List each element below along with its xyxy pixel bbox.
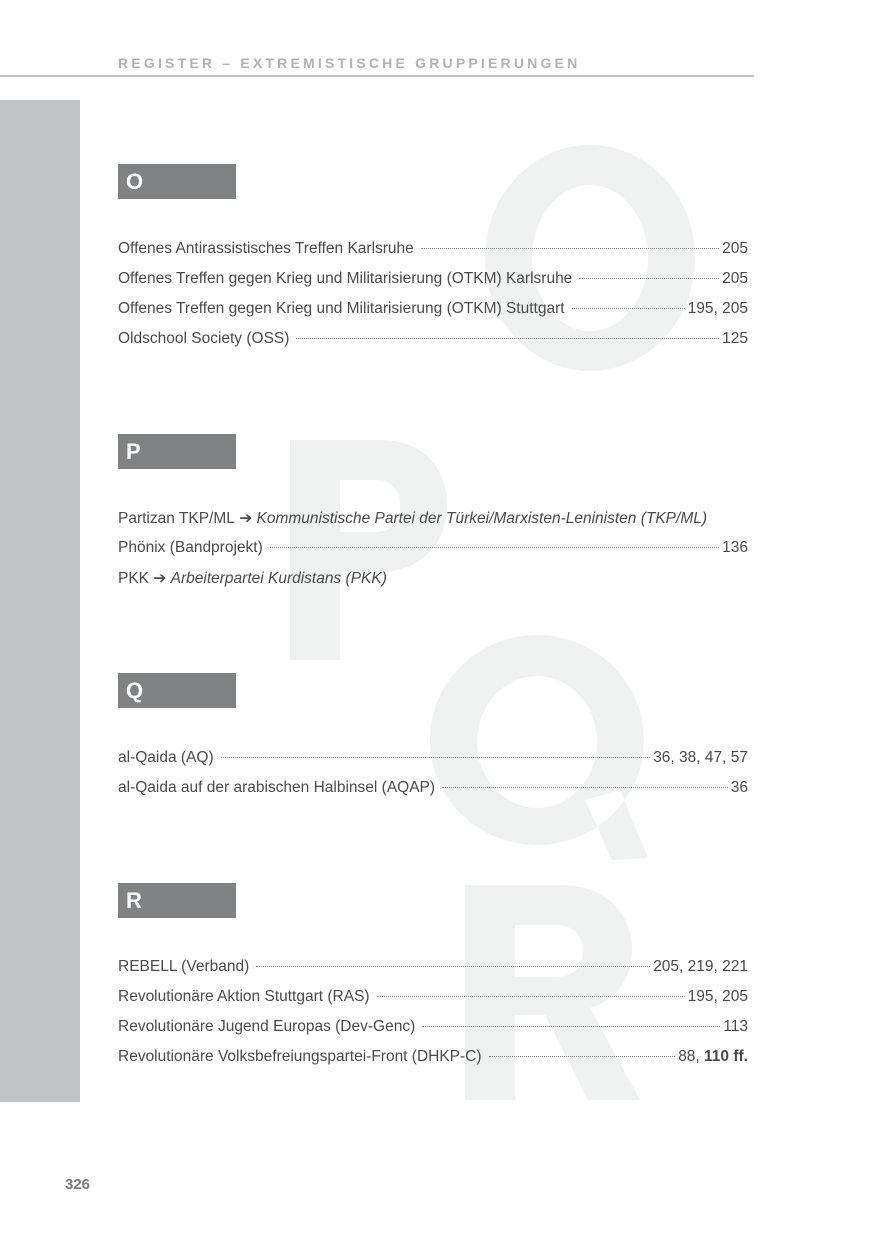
header-rule <box>0 75 754 77</box>
entry-name: Revolutionäre Jugend Europas (Dev-Genc) <box>118 1018 416 1035</box>
index-entry: al-Qaida (AQ) 36, 38, 47, 57 <box>118 749 748 779</box>
dot-leader <box>579 278 720 279</box>
index-entry: Revolutionäre Aktion Stuttgart (RAS) 195,… <box>118 988 748 1018</box>
entry-name: Offenes Antirassistisches Treffen Karlsr… <box>118 240 414 257</box>
dot-leader <box>442 787 728 788</box>
entry-pages: 195, 205 <box>687 988 748 1005</box>
section-heading-q: Q <box>118 673 236 708</box>
entry-name: Phönix (Bandprojekt) <box>118 539 263 556</box>
index-entry: Revolutionäre Jugend Europas (Dev-Genc) 1… <box>118 1018 748 1048</box>
entry-pages-main: 110 ff. <box>704 1048 748 1065</box>
dot-leader <box>420 248 720 249</box>
dot-leader <box>422 1026 721 1027</box>
entry-name: Revolutionäre Volksbefreiungspartei-Fron… <box>118 1048 482 1065</box>
entry-name: al-Qaida auf der arabischen Halbinsel (A… <box>118 779 436 796</box>
index-entry: REBELL (Verband) 205, 219, 221 <box>118 958 748 988</box>
watermark-letter-q <box>429 635 648 860</box>
section-heading-o: O <box>118 164 236 199</box>
index-list-q: al-Qaida (AQ) 36, 38, 47, 57 al-Qaida auf… <box>118 749 748 809</box>
watermark-letter-p <box>290 440 447 660</box>
dot-leader <box>376 996 685 997</box>
section-heading-r: R <box>118 883 236 918</box>
entry-pages: 205, 219, 221 <box>653 958 748 975</box>
dot-leader <box>296 338 720 339</box>
entry-name: REBELL (Verband) <box>118 958 250 975</box>
index-entry: PKK ➔ Arbeiterpartei Kurdistans (PKK) <box>118 569 748 599</box>
index-list-o: Offenes Antirassistisches Treffen Karlsr… <box>118 240 748 360</box>
watermark-letter-r <box>465 885 640 1100</box>
entry-name: Revolutionäre Aktion Stuttgart (RAS) <box>118 988 370 1005</box>
entry-pages: 113 <box>723 1018 748 1035</box>
entry-name: Partizan TKP/ML <box>118 510 235 527</box>
cross-reference: Arbeiterpartei Kurdistans (PKK) <box>170 570 387 587</box>
index-list-p: Partizan TKP/ML ➔ Kommunistische Partei … <box>118 509 748 599</box>
index-entry: Oldschool Society (OSS) 125 <box>118 330 748 360</box>
entry-pages: 136 <box>722 539 748 556</box>
dot-leader <box>269 547 720 548</box>
side-bar <box>0 100 80 1102</box>
entry-pages: 88, <box>678 1048 705 1065</box>
arrow-right-icon: ➔ <box>153 570 167 587</box>
page-number: 326 <box>65 1176 91 1193</box>
index-entry: Phönix (Bandprojekt) 136 <box>118 539 748 569</box>
dot-leader <box>256 966 651 967</box>
entry-name: Offenes Treffen gegen Krieg und Militari… <box>118 270 573 287</box>
entry-pages: 36 <box>730 779 748 796</box>
entry-pages: 36, 38, 47, 57 <box>653 749 748 766</box>
index-list-r: REBELL (Verband) 205, 219, 221 Revolution… <box>118 958 748 1078</box>
running-header: REGISTER – EXTREMISTISCHE GRUPPIERUNGEN <box>118 55 581 71</box>
entry-name: PKK <box>118 570 150 587</box>
entry-pages: 125 <box>722 330 748 347</box>
index-entry: Partizan TKP/ML ➔ Kommunistische Partei … <box>118 509 748 539</box>
entry-name: Oldschool Society (OSS) <box>118 330 290 347</box>
entry-name: Offenes Treffen gegen Krieg und Militari… <box>118 300 565 317</box>
dot-leader <box>220 757 651 758</box>
arrow-right-icon: ➔ <box>239 510 253 527</box>
entry-pages: 195, 205 <box>687 300 748 317</box>
watermark-letter-o <box>484 145 695 371</box>
index-entry: Offenes Antirassistisches Treffen Karlsr… <box>118 240 748 270</box>
entry-pages: 205 <box>722 240 748 257</box>
dot-leader <box>571 308 685 309</box>
index-entry: Offenes Treffen gegen Krieg und Militari… <box>118 270 748 300</box>
index-entry: al-Qaida auf der arabischen Halbinsel (A… <box>118 779 748 809</box>
index-entry: Revolutionäre Volksbefreiungspartei-Fron… <box>118 1048 748 1078</box>
dot-leader <box>488 1056 676 1057</box>
index-entry: Offenes Treffen gegen Krieg und Militari… <box>118 300 748 330</box>
entry-name: al-Qaida (AQ) <box>118 749 214 766</box>
cross-reference: Kommunistische Partei der Türkei/Marxist… <box>256 510 708 527</box>
entry-pages: 205 <box>722 270 748 287</box>
section-heading-p: P <box>118 434 236 469</box>
